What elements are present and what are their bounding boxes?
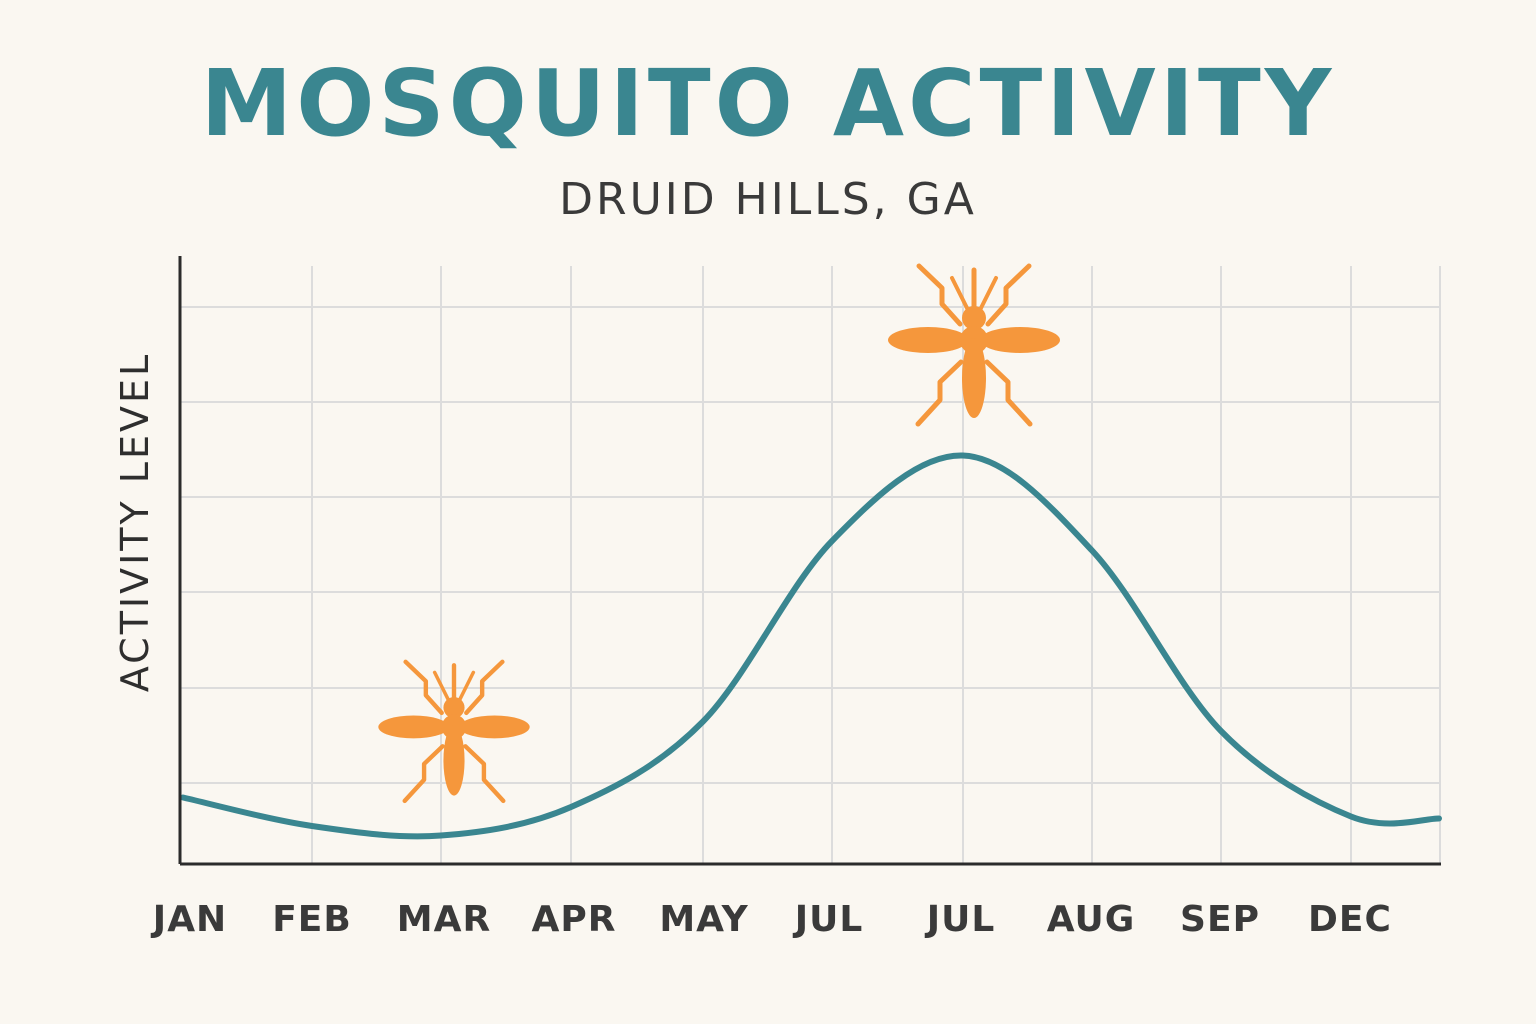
axes bbox=[178, 256, 1441, 866]
chart-subtitle: DRUID HILLS, GA bbox=[559, 174, 977, 225]
mosquito-icons bbox=[378, 263, 1060, 804]
x-tick-label: MAR bbox=[397, 899, 491, 940]
series-line-activity bbox=[180, 452, 1442, 840]
chart-title: MOSQUITO ACTIVITY bbox=[200, 50, 1336, 157]
x-tick-labels: JAN FEB MAR APR MAY JUL JUL AUG SEP DEC bbox=[150, 899, 1392, 940]
x-tick-label: AUG bbox=[1047, 899, 1136, 940]
mosquito-icon-low bbox=[378, 659, 530, 804]
x-tick-label: FEB bbox=[272, 899, 352, 940]
x-tick-label: SEP bbox=[1180, 899, 1260, 940]
x-tick-label: JAN bbox=[150, 899, 227, 940]
x-tick-label: JUL bbox=[792, 899, 864, 940]
x-tick-label: MAY bbox=[659, 899, 748, 940]
x-tick-label: APR bbox=[532, 899, 617, 940]
mosquito-icon-peak bbox=[888, 263, 1060, 427]
y-axis-label: ACTIVITY LEVEL bbox=[113, 352, 157, 692]
x-tick-label: JUL bbox=[924, 899, 996, 940]
x-tick-label: DEC bbox=[1308, 899, 1392, 940]
